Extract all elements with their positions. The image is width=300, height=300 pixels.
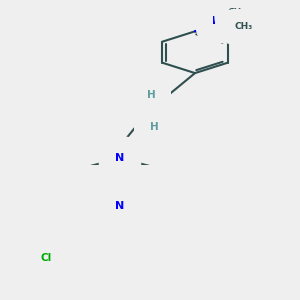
Text: H: H (150, 122, 158, 132)
Text: N: N (116, 153, 124, 163)
Text: CH₃: CH₃ (228, 8, 246, 17)
Text: Cl: Cl (40, 253, 51, 263)
Text: CH₃: CH₃ (235, 22, 253, 32)
Text: N: N (212, 16, 222, 26)
Text: H: H (147, 89, 155, 100)
Text: N: N (116, 200, 124, 211)
